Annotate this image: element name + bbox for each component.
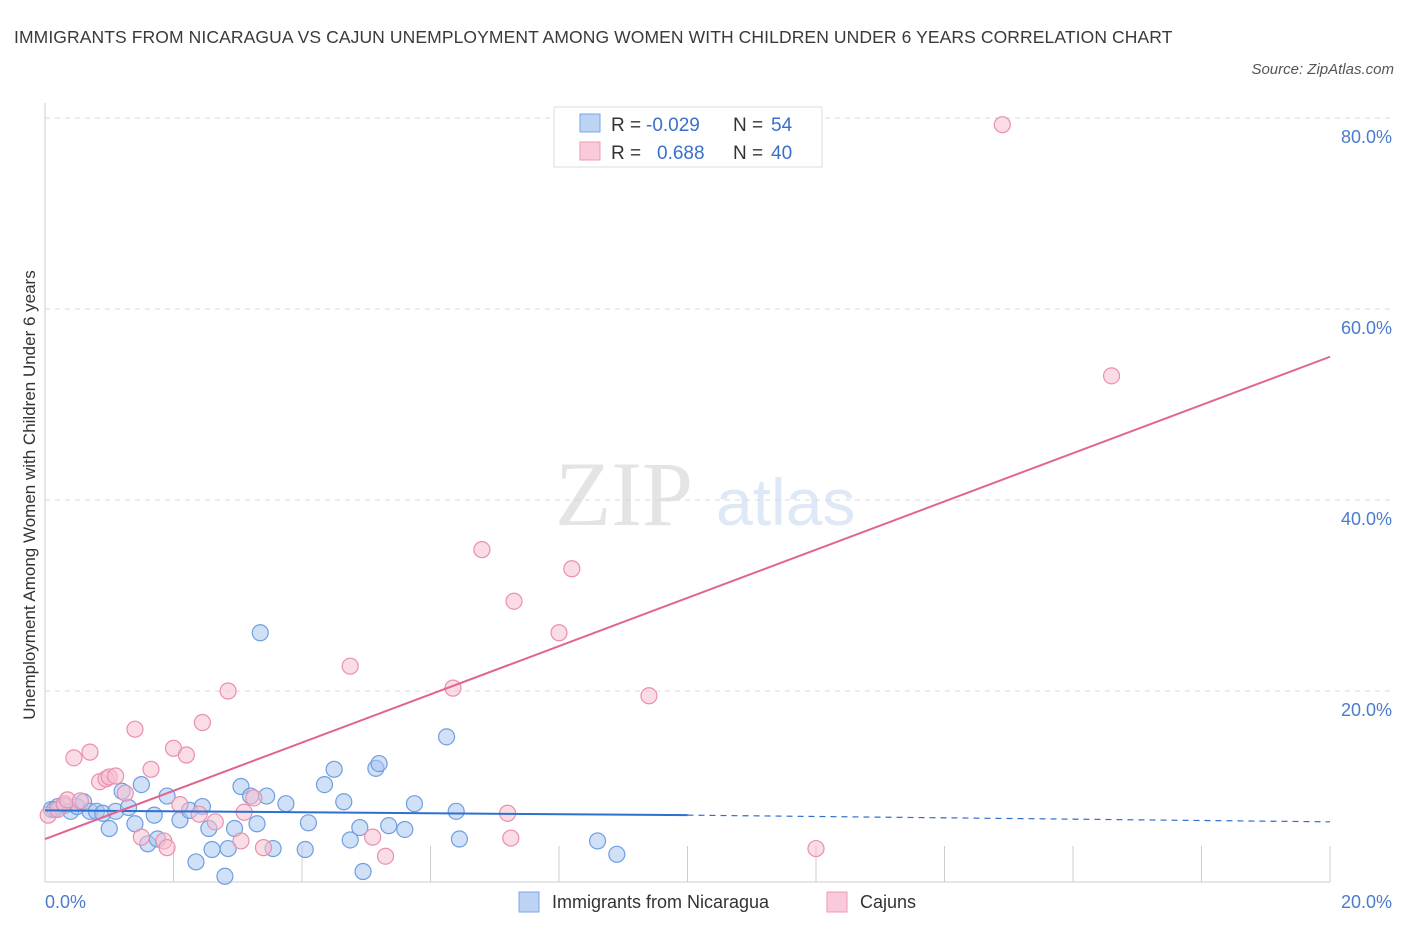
point-nicaragua xyxy=(299,814,318,832)
axes xyxy=(44,103,1330,883)
point-cajuns xyxy=(341,657,359,675)
point-nicaragua xyxy=(588,832,607,850)
point-cajuns xyxy=(126,720,144,738)
y-tick-label: 60.0% xyxy=(1341,318,1392,338)
point-cajuns xyxy=(219,682,237,700)
point-nicaragua xyxy=(203,840,221,859)
x-tick-label-max: 20.0% xyxy=(1341,892,1392,912)
point-nicaragua xyxy=(145,806,163,824)
y-tick-label: 80.0% xyxy=(1341,127,1392,147)
watermark-atlas: atlas xyxy=(716,465,855,539)
y-tick-label: 20.0% xyxy=(1341,700,1392,720)
point-nicaragua xyxy=(351,818,369,837)
point-cajuns xyxy=(107,767,125,785)
legend-n-value-1: 54 xyxy=(771,115,793,136)
legend-r-label-1: R = xyxy=(611,115,641,136)
trend-line-nicaragua xyxy=(44,809,688,817)
point-nicaragua xyxy=(325,760,343,778)
y-tick-label: 40.0% xyxy=(1341,509,1392,529)
watermark: ZIP atlas xyxy=(555,443,855,545)
chart-source: Source: ZipAtlas.com xyxy=(1251,61,1394,78)
legend-swatch-pink xyxy=(579,141,601,161)
point-nicaragua xyxy=(187,853,205,871)
point-cajuns xyxy=(116,784,134,802)
x-tick-label-min: 0.0% xyxy=(45,892,86,912)
point-cajuns xyxy=(245,789,263,807)
series-legend-label-cajuns: Cajuns xyxy=(860,892,916,912)
trend-line-cajuns xyxy=(44,355,1331,840)
grid-lines xyxy=(45,117,1392,882)
point-nicaragua xyxy=(370,754,388,773)
point-nicaragua xyxy=(437,728,456,746)
legend-r-value-2: 0.688 xyxy=(657,143,705,164)
watermark-zip: ZIP xyxy=(555,443,693,545)
legend-n-label-1: N = xyxy=(733,115,763,136)
point-cajuns xyxy=(232,832,250,850)
legend-n-label-2: N = xyxy=(733,143,763,164)
point-cajuns xyxy=(190,805,208,823)
point-nicaragua xyxy=(396,820,414,839)
point-nicaragua xyxy=(100,819,118,838)
series-nicaragua xyxy=(42,624,626,885)
point-nicaragua xyxy=(248,815,266,833)
point-cajuns xyxy=(473,541,491,559)
point-cajuns xyxy=(254,839,273,857)
point-cajuns xyxy=(142,760,160,778)
point-nicaragua xyxy=(251,624,269,642)
trend-lines xyxy=(44,355,1331,840)
point-cajuns xyxy=(376,847,395,865)
series-legend-label-nicaragua: Immigrants from Nicaragua xyxy=(552,892,770,912)
point-cajuns xyxy=(807,839,825,858)
point-cajuns xyxy=(193,713,212,732)
point-nicaragua xyxy=(216,867,234,885)
point-cajuns xyxy=(81,743,99,761)
legend-n-value-2: 40 xyxy=(771,143,792,164)
point-cajuns xyxy=(505,592,523,610)
point-nicaragua xyxy=(608,845,626,863)
correlation-legend: R = -0.029 N = 54 R = 0.688 N = 40 xyxy=(553,106,823,168)
series-legend-swatch-blue xyxy=(518,891,540,913)
point-cajuns xyxy=(993,116,1011,134)
chart-title: IMMIGRANTS FROM NICARAGUA VS CAJUN UNEMP… xyxy=(14,27,1173,47)
x-tick-labels: 0.0% 20.0% xyxy=(45,892,1392,912)
point-cajuns xyxy=(1102,367,1121,385)
trend-line-nicaragua-extension xyxy=(687,814,1331,823)
point-nicaragua xyxy=(277,795,295,813)
series-cajuns xyxy=(39,116,1121,865)
point-nicaragua xyxy=(405,795,424,813)
point-nicaragua xyxy=(315,775,334,794)
point-cajuns xyxy=(65,749,83,767)
point-cajuns xyxy=(171,796,189,814)
point-nicaragua xyxy=(447,802,465,820)
point-cajuns xyxy=(177,746,195,764)
point-cajuns xyxy=(502,829,520,847)
point-cajuns xyxy=(550,624,568,642)
point-cajuns xyxy=(158,839,176,857)
point-nicaragua xyxy=(341,831,359,849)
legend-r-value-1: -0.029 xyxy=(646,115,700,136)
point-cajuns xyxy=(364,828,382,846)
point-nicaragua xyxy=(219,839,237,858)
series-legend-swatch-pink xyxy=(826,891,848,913)
y-tick-labels: 20.0% 40.0% 60.0% 80.0% xyxy=(1341,127,1392,720)
point-nicaragua xyxy=(296,840,314,859)
point-cajuns xyxy=(71,792,89,810)
point-nicaragua xyxy=(132,775,150,794)
legend-r-label-2: R = xyxy=(611,143,641,164)
point-nicaragua xyxy=(335,793,353,811)
point-nicaragua xyxy=(450,830,469,848)
point-cajuns xyxy=(563,560,581,578)
series-legend: Immigrants from Nicaragua Cajuns xyxy=(518,891,916,913)
point-nicaragua xyxy=(380,817,398,835)
point-cajuns xyxy=(132,828,150,846)
point-cajuns xyxy=(640,687,658,705)
point-cajuns xyxy=(206,813,224,831)
point-nicaragua xyxy=(354,862,372,881)
legend-swatch-blue xyxy=(579,113,601,133)
